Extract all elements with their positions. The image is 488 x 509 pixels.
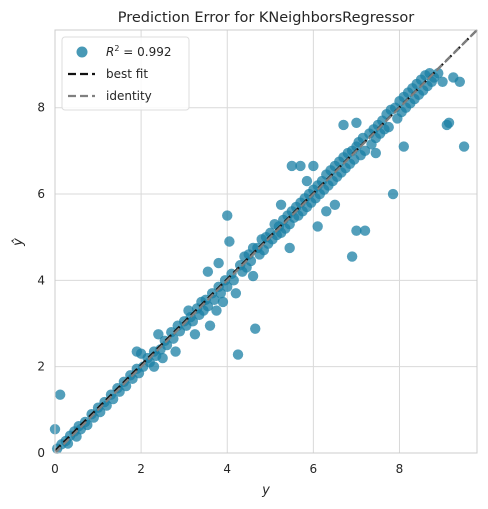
y-tick-label: 8 [37, 101, 45, 115]
scatter-point [454, 76, 465, 87]
scatter-point [312, 221, 323, 232]
x-tick-label: 8 [396, 462, 404, 476]
legend-label-r2: R2 = 0.992 [106, 44, 171, 59]
scatter-point [189, 329, 201, 340]
scatter-point [250, 323, 261, 334]
y-axis-label: ŷ [11, 238, 26, 247]
legend-frame [61, 36, 190, 111]
scatter-point [247, 270, 259, 282]
plot-area [49, 29, 478, 454]
scatter-point [131, 346, 143, 357]
scatter-point [161, 339, 173, 351]
scatter-point [211, 305, 222, 316]
scatter-point [222, 210, 233, 221]
scatter-point [441, 119, 453, 131]
scatter-point [286, 160, 298, 172]
scatter-point [359, 145, 371, 157]
scatter-point [204, 320, 216, 331]
legend-label-identity: identity [106, 89, 152, 103]
scatter-point [224, 236, 235, 247]
scatter-point [228, 275, 239, 286]
scatter-point [387, 188, 399, 200]
scatter-point [230, 288, 242, 299]
y-tick-label: 0 [37, 446, 45, 460]
legend-label-best-fit: best fit [106, 67, 148, 81]
y-tick-label: 2 [37, 360, 45, 374]
scatter-point [433, 67, 444, 79]
x-tick-label: 6 [310, 462, 318, 476]
x-axis-label: y [261, 483, 270, 498]
scatter-point [217, 296, 229, 308]
scatter-point [329, 199, 341, 211]
chart-title: Prediction Error for KNeighborsRegressor [118, 10, 415, 26]
scatter-point [202, 266, 214, 277]
scatter-point [383, 121, 394, 133]
scatter-point [232, 349, 244, 360]
y-tick-labels: 0 2 4 6 8 [37, 101, 45, 460]
scatter-point [222, 281, 233, 293]
scatter-point [213, 257, 224, 269]
plot-frame [54, 29, 478, 454]
scatter-point [458, 141, 470, 152]
x-tick-label: 0 [51, 462, 59, 476]
scatter-point [359, 225, 371, 236]
legend-marker-r2 [76, 46, 88, 58]
scatter-point [157, 352, 168, 364]
scatter-point [275, 199, 287, 211]
x-tick-label: 2 [137, 462, 145, 476]
scatter-point [54, 389, 66, 400]
y-tick-label: 4 [37, 273, 45, 287]
scatter-point [245, 255, 257, 267]
y-tick-label: 6 [37, 187, 45, 201]
scatter-point [351, 225, 362, 236]
scatter-point [321, 206, 332, 217]
scatter-point [187, 316, 198, 327]
x-tick-labels: 0 2 4 6 8 [51, 462, 403, 476]
legend: R2 = 0.992 best fit identity [61, 36, 190, 111]
scatter-point [301, 175, 313, 187]
scatter-point [370, 147, 382, 159]
scatter-point [295, 160, 306, 172]
scatter-point [148, 361, 160, 372]
scatter-point [170, 346, 181, 357]
scatter-point [153, 329, 164, 340]
scatter-point [398, 141, 409, 152]
identity-line [54, 29, 478, 454]
scatter-point [346, 251, 358, 262]
scatter-point [351, 117, 362, 129]
scatter-point [284, 242, 295, 254]
scatter-point [338, 119, 349, 131]
scatter-point [437, 76, 448, 87]
scatter-point [101, 400, 112, 411]
scatter-point [308, 160, 319, 172]
x-tick-label: 4 [223, 462, 231, 476]
